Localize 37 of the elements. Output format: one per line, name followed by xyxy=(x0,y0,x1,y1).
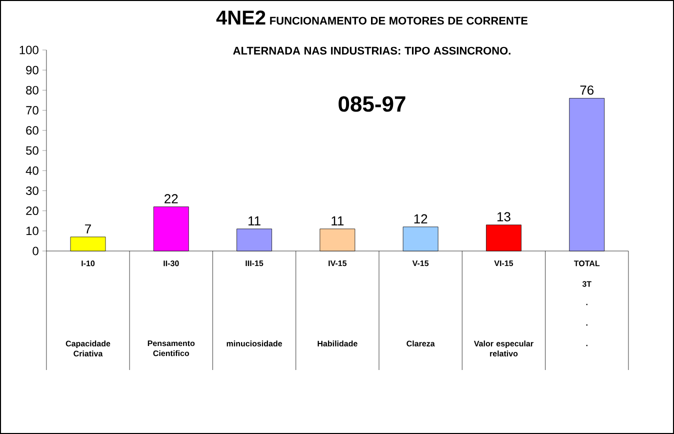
data-label: 22 xyxy=(164,194,178,204)
x-tick-label: II-30 xyxy=(164,260,179,266)
y-tick-label: 0 xyxy=(32,246,38,256)
y-tick-label: 10 xyxy=(26,226,38,236)
text: . xyxy=(586,324,588,326)
y-tick-label: 80 xyxy=(26,86,38,94)
text: Clareza xyxy=(406,340,435,346)
y-tick-label: 30 xyxy=(26,186,38,195)
text: 3T xyxy=(582,281,592,287)
text: Pensamento Cientifico xyxy=(148,340,195,356)
data-label: 11 xyxy=(332,216,344,226)
annotation: 085-97 xyxy=(338,96,406,112)
y-tick-label: 100 xyxy=(20,46,38,54)
x-tick-label: VI-15 xyxy=(494,260,514,266)
x-tick-label: III-15 xyxy=(246,260,264,266)
data-label: 12 xyxy=(414,214,428,224)
data-label: 13 xyxy=(497,212,510,222)
text: Capacidade Criativa xyxy=(66,340,110,356)
x-tick-label: I-10 xyxy=(82,260,95,266)
y-tick-label: 90 xyxy=(26,66,38,74)
y-tick-label: 70 xyxy=(26,106,38,115)
data-label: 76 xyxy=(580,86,594,95)
text: . xyxy=(586,344,588,346)
y-tick-label: 40 xyxy=(26,166,38,175)
data-label: 7 xyxy=(85,224,91,234)
data-label: 11 xyxy=(248,216,260,226)
x-tick-label: IV-15 xyxy=(328,260,347,266)
text: minuciosidade xyxy=(226,340,282,346)
text: Habilidade xyxy=(318,340,358,346)
text: Valor especular relativo xyxy=(474,340,534,356)
chart-title: 4NE2 xyxy=(216,10,266,24)
x-tick-label: V-15 xyxy=(412,260,429,266)
text: . xyxy=(586,304,588,306)
x-tick-label: TOTAL xyxy=(574,260,600,266)
y-tick-label: 60 xyxy=(26,126,38,135)
y-tick-label: 50 xyxy=(26,146,38,155)
y-tick-label: 20 xyxy=(26,206,38,216)
